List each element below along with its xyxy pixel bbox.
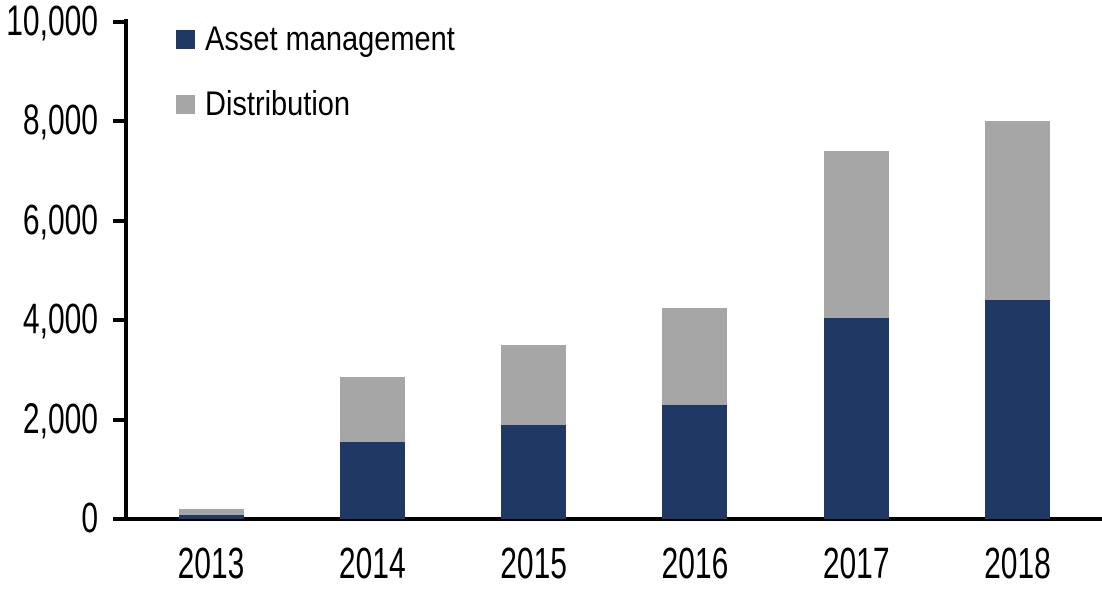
y-tick-label-2000: 2,000: [22, 395, 98, 443]
y-tick-2000: [113, 417, 128, 422]
x-tick-label-2018: 2018: [984, 540, 1051, 588]
x-axis-line: [113, 517, 1102, 521]
y-tick-label-8000: 8,000: [22, 97, 98, 145]
bar-segment-asset-management-2016: [662, 404, 728, 519]
legend-label-asset-management: Asset management: [205, 20, 455, 59]
x-tick-label-2013: 2013: [177, 540, 245, 588]
y-axis-line: [124, 19, 128, 521]
y-tick-label-4000: 4,000: [22, 296, 98, 343]
y-tick-label-0: 0: [81, 494, 98, 542]
bar-segment-asset-management-2013: [178, 515, 244, 519]
bar-segment-asset-management-2014: [339, 441, 405, 519]
y-tick-4000: [113, 318, 128, 323]
bar-segment-distribution-2014: [339, 377, 405, 442]
bar-segment-distribution-2013: [178, 509, 244, 515]
bar-segment-asset-management-2018: [985, 300, 1050, 519]
x-tick-label-2015: 2015: [500, 540, 567, 588]
y-tick-label-10000: 10,000: [6, 0, 98, 45]
legend-label-distribution: Distribution: [205, 85, 351, 124]
bar-segment-distribution-2018: [985, 121, 1050, 301]
x-tick-label-2017: 2017: [822, 540, 890, 588]
y-tick-6000: [113, 218, 128, 223]
legend-swatch-distribution: [176, 95, 195, 114]
y-tick-10000: [113, 20, 128, 24]
bar-segment-asset-management-2017: [823, 317, 889, 519]
x-tick-label-2014: 2014: [338, 540, 406, 588]
legend-swatch-asset-management: [176, 30, 195, 49]
bar-segment-distribution-2015: [501, 345, 567, 425]
y-tick-label-6000: 6,000: [22, 196, 98, 244]
y-tick-0: [113, 517, 128, 521]
bar-segment-distribution-2017: [823, 151, 889, 318]
bar-segment-asset-management-2015: [501, 424, 567, 519]
x-tick-label-2016: 2016: [661, 540, 729, 588]
y-tick-8000: [113, 119, 128, 124]
bar-segment-distribution-2016: [662, 307, 728, 405]
